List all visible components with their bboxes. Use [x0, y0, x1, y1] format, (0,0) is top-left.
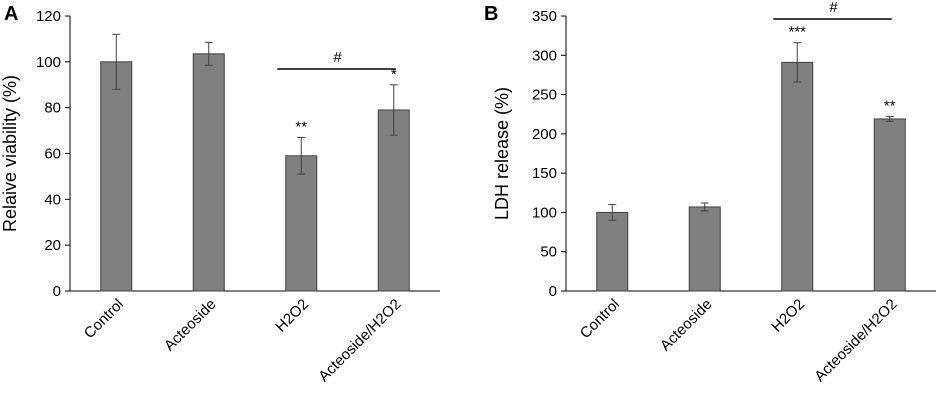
panel-b-bar	[688, 206, 721, 292]
panel-a-bar	[285, 155, 318, 292]
panel-a-category-label: H2O2	[272, 296, 312, 336]
panel-b-y-axis-label: LDH release (%)	[492, 87, 512, 220]
panel-a-y-tick-label: 80	[44, 100, 61, 117]
panel-b-y-tick-label: 200	[532, 126, 557, 143]
panel-a-bar	[377, 109, 410, 292]
panel-a-y-tick-label: 20	[44, 237, 61, 254]
panel-a-y-tick-label: 40	[44, 191, 61, 208]
panel-a-y-axis-label: Relaive viability (%)	[0, 75, 20, 232]
panel-b-bracket-label: #	[829, 0, 838, 16]
panel-b-category-label: Acteoside	[657, 296, 716, 355]
panel-a-category-label: Acteoside/H2O2	[315, 296, 404, 385]
panel-a-y-tick-label: 60	[44, 146, 61, 163]
panel-a-bracket-label: #	[333, 49, 342, 66]
panel-a-chart: A 0 20 40 60 80 100 120 Relaive viability (%) Co…	[0, 3, 440, 385]
panel-a-y-tick-label: 0	[53, 283, 61, 300]
panel-b-y-tick-label: 150	[532, 165, 557, 182]
panel-b-bar	[873, 118, 906, 292]
panel-a-label: A	[4, 3, 18, 25]
panel-a-category-label: Acteoside	[161, 296, 220, 355]
panel-b-y-tick-label: 100	[532, 204, 557, 221]
panel-b-bar	[781, 61, 814, 292]
panel-a-bar	[192, 53, 225, 292]
panel-a-significance-marker: **	[295, 118, 307, 135]
panel-b-significance-marker: ***	[788, 24, 806, 41]
panel-b-label: B	[484, 3, 498, 25]
panel-b-chart: B 0 50 100 150 200 250 300 350 LDH release (%) Co…	[484, 0, 936, 385]
panel-b-y-tick-label: 300	[532, 47, 557, 64]
panel-b-y-tick-label: 0	[549, 283, 557, 300]
panel-a-y-tick-label: 120	[36, 8, 61, 25]
panel-b-category-label: Acteoside/H2O2	[811, 296, 900, 385]
panel-b-significance-marker: **	[884, 98, 896, 115]
panel-a-y-tick-label: 100	[36, 54, 61, 71]
panel-b-category-label: Control	[577, 296, 623, 342]
panel-a-significance-marker: *	[391, 66, 397, 83]
panel-b-category-label: H2O2	[768, 296, 808, 336]
panel-a-bar	[100, 61, 133, 292]
panel-b-y-tick-label: 250	[532, 87, 557, 104]
panel-b-bar	[596, 211, 629, 292]
panel-b-y-tick-label: 50	[540, 244, 557, 261]
panel-b-y-tick-label: 350	[532, 8, 557, 25]
panel-a-category-label: Control	[81, 296, 127, 342]
